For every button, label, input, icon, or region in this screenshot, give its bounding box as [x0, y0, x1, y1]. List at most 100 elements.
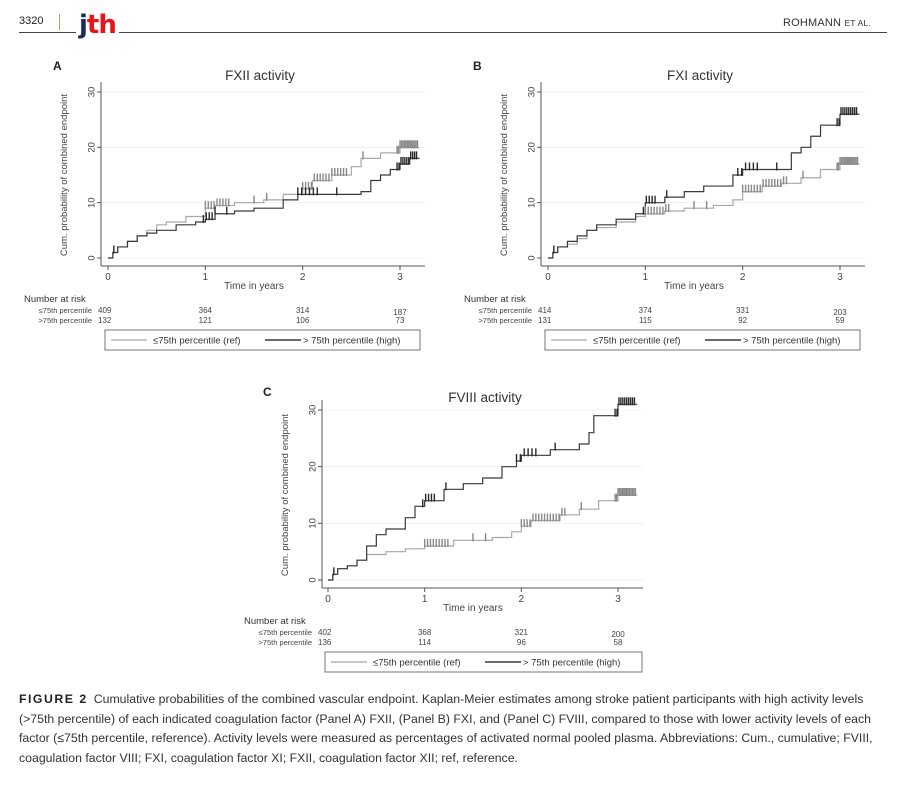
x-tick-label: 0	[325, 594, 331, 605]
chart-title: FXI activity	[667, 68, 733, 83]
risk-value: 203	[833, 308, 847, 317]
risk-row-label: >75th percentile	[478, 316, 532, 325]
y-tick-label: 10	[527, 197, 538, 208]
y-axis-label: Cum. probability of combined endpoint	[280, 414, 291, 576]
risk-value: 96	[517, 638, 526, 647]
x-tick-label: 0	[545, 272, 551, 283]
journal-logo: jth	[76, 12, 119, 38]
risk-value: 409	[98, 306, 112, 315]
risk-value: 187	[393, 308, 407, 317]
legend-box	[544, 329, 861, 351]
x-axis-label: Time in years	[664, 281, 724, 292]
header-divider	[59, 14, 60, 30]
legend-box	[104, 329, 421, 351]
risk-row-label: ≤75th percentile	[39, 306, 92, 315]
risk-value: 402	[318, 628, 332, 637]
risk-value: 106	[296, 316, 310, 325]
risk-value: 131	[538, 316, 552, 325]
figure-label: FIGURE 2	[19, 692, 88, 706]
y-tick-label: 20	[87, 142, 98, 153]
x-axis-label: Time in years	[224, 281, 284, 292]
y-axis-label: Cum. probability of combined endpoint	[499, 94, 510, 256]
page-number: 3320	[19, 15, 44, 27]
risk-value: 136	[318, 638, 332, 647]
risk-row-label: ≤75th percentile	[479, 306, 532, 315]
legend-label-high: > 75th percentile (high)	[303, 336, 400, 347]
risk-value: 314	[296, 306, 310, 315]
risk-row-label: >75th percentile	[258, 638, 312, 647]
x-tick-label: 0	[105, 272, 111, 283]
risk-value: 321	[515, 628, 529, 637]
x-tick-label: 3	[397, 272, 403, 283]
risk-row-label: >75th percentile	[38, 316, 92, 325]
y-tick-label: 30	[87, 87, 98, 98]
y-tick-label: 0	[308, 577, 319, 582]
risk-value: 364	[199, 306, 213, 315]
series-line-high	[108, 157, 420, 259]
y-tick-label: 10	[308, 518, 319, 529]
x-tick-label: 2	[740, 272, 746, 283]
risk-value: 92	[738, 316, 747, 325]
caption-text: Cumulative probabilities of the combined…	[19, 692, 873, 765]
legend: ≤75th percentile (ref) > 75th percentile …	[544, 329, 861, 351]
legend-label-ref: ≤75th percentile (ref)	[593, 336, 681, 347]
running-head-author: ROHMANN ET AL.	[783, 17, 871, 29]
risk-value: 121	[199, 316, 213, 325]
x-tick-label: 2	[519, 594, 525, 605]
risk-value: 115	[639, 316, 652, 325]
panel-label: C	[263, 385, 272, 399]
legend: ≤75th percentile (ref) > 75th percentile …	[324, 651, 643, 673]
risk-value: 374	[639, 306, 653, 315]
x-tick-label: 2	[300, 272, 306, 283]
logo-j: j	[79, 10, 88, 40]
figure-caption: FIGURE 2 Cumulative probabilities of the …	[19, 690, 879, 768]
y-tick-label: 30	[308, 405, 319, 416]
risk-value: 414	[538, 306, 552, 315]
risk-value: 132	[98, 316, 112, 325]
x-tick-label: 3	[615, 594, 621, 605]
chart-title: FVIII activity	[448, 390, 522, 405]
legend-label-ref: ≤75th percentile (ref)	[373, 658, 461, 669]
chart-title: FXII activity	[225, 68, 295, 83]
risk-value: 59	[836, 316, 845, 325]
x-tick-label: 1	[203, 272, 209, 283]
y-tick-label: 20	[527, 142, 538, 153]
series-line-high	[328, 403, 638, 581]
risk-table-title: Number at risk	[244, 616, 306, 627]
legend-label-high: > 75th percentile (high)	[523, 658, 620, 669]
risk-table-title: Number at risk	[464, 294, 526, 305]
y-tick-label: 0	[527, 255, 538, 260]
risk-value: 368	[418, 628, 432, 637]
y-tick-label: 30	[527, 87, 538, 98]
x-tick-label: 3	[837, 272, 843, 283]
panel-label: B	[473, 59, 482, 73]
legend: ≤75th percentile (ref) > 75th percentile …	[104, 329, 421, 351]
risk-value: 200	[611, 630, 625, 639]
author-suffix: ET AL.	[844, 18, 871, 28]
legend-box	[324, 651, 643, 673]
series-line-ref	[548, 163, 860, 259]
x-axis-label: Time in years	[443, 603, 503, 614]
risk-value: 114	[418, 638, 431, 647]
risk-value: 331	[736, 306, 750, 315]
header-rule	[19, 32, 887, 33]
legend-label-ref: ≤75th percentile (ref)	[153, 336, 241, 347]
risk-value: 73	[396, 316, 405, 325]
y-tick-label: 20	[308, 461, 319, 472]
panel-label: A	[53, 59, 62, 73]
y-tick-label: 0	[87, 255, 98, 260]
risk-row-label: ≤75th percentile	[259, 628, 312, 637]
logo-th: th	[86, 10, 117, 40]
series-line-ref	[328, 494, 638, 581]
y-axis-label: Cum. probability of combined endpoint	[59, 94, 70, 256]
x-tick-label: 1	[643, 272, 649, 283]
risk-table-title: Number at risk	[24, 294, 86, 305]
legend-label-high: > 75th percentile (high)	[743, 336, 840, 347]
risk-value: 58	[614, 638, 623, 647]
series-line-high	[548, 113, 860, 259]
author-name: ROHMANN	[782, 17, 842, 29]
y-tick-label: 10	[87, 197, 98, 208]
